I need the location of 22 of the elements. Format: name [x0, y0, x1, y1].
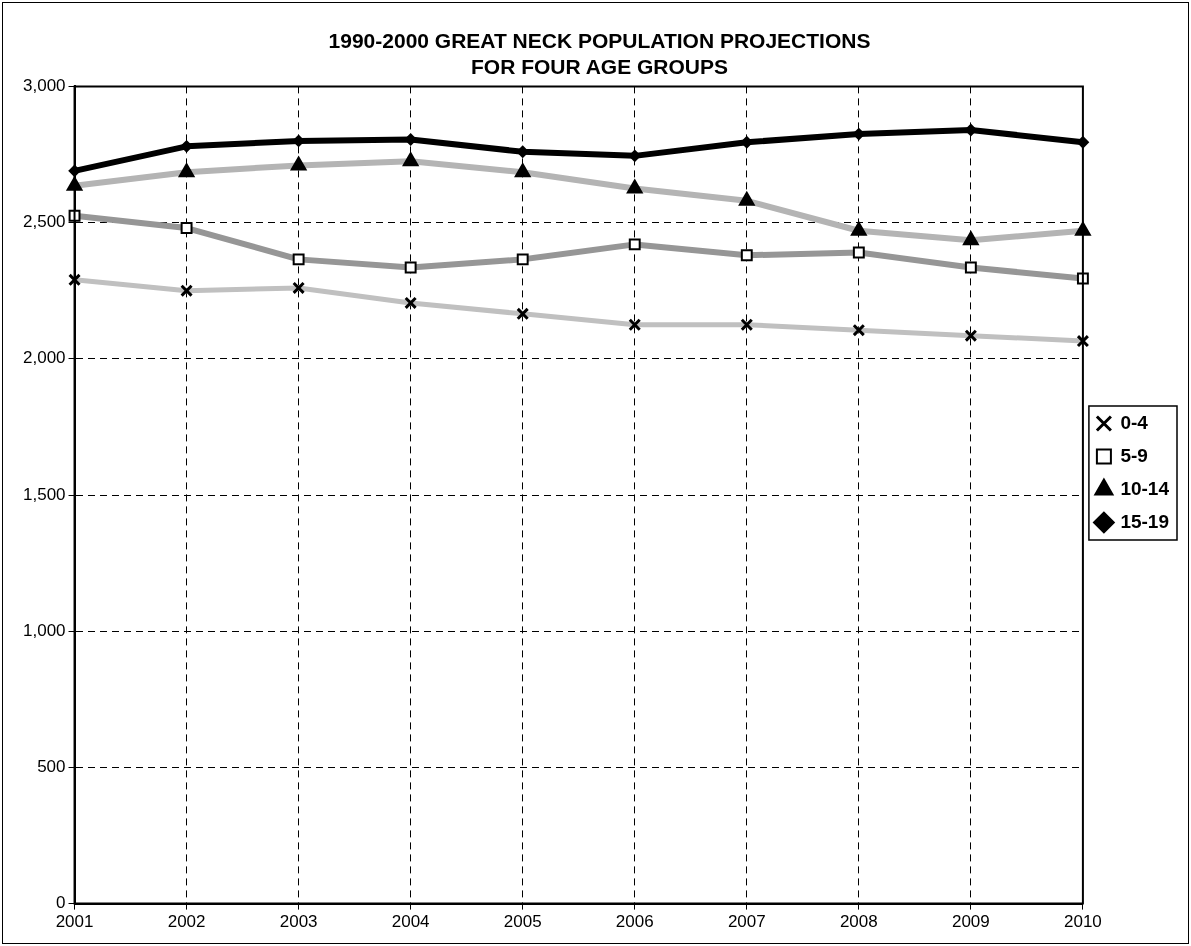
x-tick-label: 2001 [55, 912, 94, 932]
y-tick-label: 3,000 [22, 76, 66, 96]
x-tick-label: 2002 [167, 912, 206, 932]
x-tick-label: 2005 [503, 912, 542, 932]
y-tick-label: 500 [37, 757, 66, 777]
x-tick-label: 2004 [391, 912, 430, 932]
x-tick-label: 2003 [279, 912, 318, 932]
x-tick-label: 2009 [951, 912, 990, 932]
y-tick-label: 2,000 [22, 348, 66, 368]
y-tick-label: 1,500 [22, 484, 66, 504]
legend-label: 5-9 [1120, 444, 1148, 466]
legend-label: 0-4 [1120, 411, 1149, 433]
chart-title: 1990-2000 GREAT NECK POPULATION PROJECTIONS FOR FOUR AGE GROUPS [328, 29, 871, 78]
x-tick-label: 2010 [1063, 912, 1102, 932]
y-tick-label: 2,500 [22, 212, 66, 232]
legend-label: 10-14 [1120, 477, 1170, 499]
x-tick-label: 2007 [727, 912, 766, 932]
y-tick-label: 1,000 [22, 620, 66, 640]
legend-label: 15-19 [1120, 510, 1170, 532]
x-tick-label: 2006 [615, 912, 654, 932]
x-tick-label: 2008 [839, 912, 878, 932]
y-tick-label: 0 [56, 893, 66, 913]
